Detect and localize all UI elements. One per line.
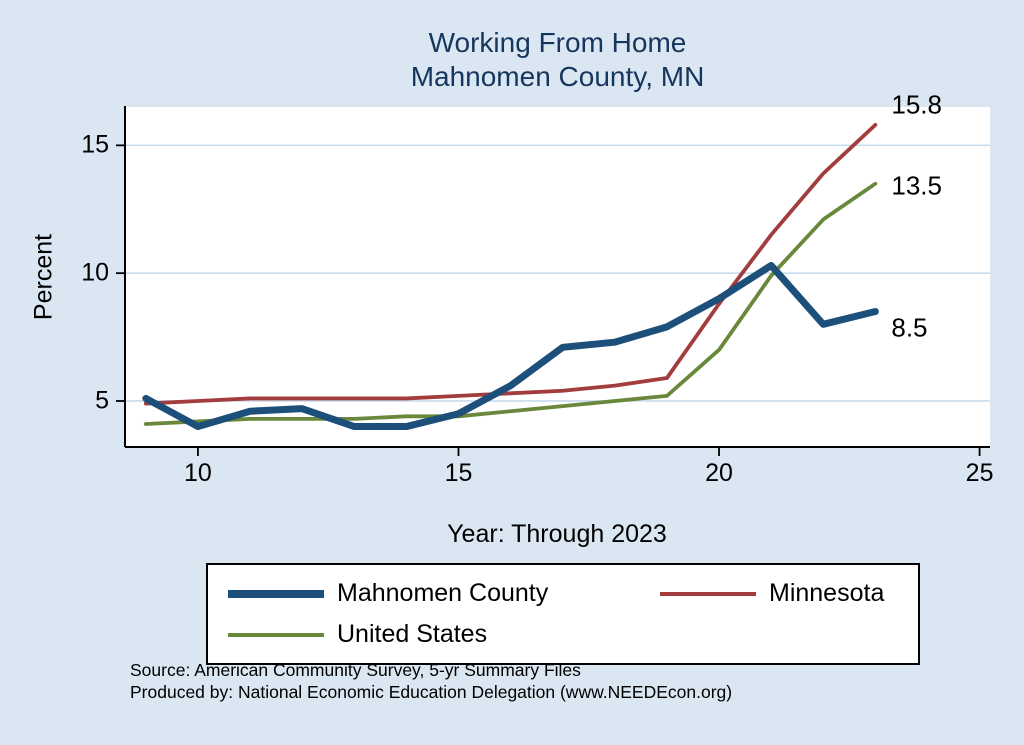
y-tick-label-5: 5 xyxy=(95,386,109,415)
legend-label-minnesota: Minnesota xyxy=(769,579,885,607)
end-label-minnesota: 15.8 xyxy=(891,89,942,120)
chart-title-line2: Mahnomen County, MN xyxy=(410,61,705,93)
legend-label-mahnomen-county: Mahnomen County xyxy=(337,579,549,607)
x-axis-title: Year: Through 2023 xyxy=(447,520,667,548)
y-tick-label-10: 10 xyxy=(81,258,109,287)
x-tick-label-15: 15 xyxy=(444,459,473,487)
x-tick-label-10: 10 xyxy=(184,459,212,487)
legend-label-united-states: United States xyxy=(337,620,488,648)
legend: Mahnomen County Minnesota United States xyxy=(206,563,920,665)
source-note: Source: American Community Survey, 5-yr … xyxy=(130,659,732,703)
source-line1: Source: American Community Survey, 5-yr … xyxy=(130,660,581,680)
y-tick-label-15: 15 xyxy=(81,130,109,159)
source-line2: Produced by: National Economic Education… xyxy=(130,682,733,702)
chart-title-line1: Working From Home xyxy=(428,27,687,58)
legend-swatch-mahnomen-county xyxy=(228,589,324,598)
legend-item-minnesota: Minnesota xyxy=(660,579,898,608)
end-label-united-states: 13.5 xyxy=(891,170,942,201)
legend-swatch-minnesota xyxy=(660,591,756,596)
x-tick-label-25: 25 xyxy=(965,459,994,487)
chart-title: Working From Home Mahnomen County, MN xyxy=(125,26,990,94)
legend-item-mahnomen-county: Mahnomen County xyxy=(228,579,660,608)
end-label-mahnomen-county: 8.5 xyxy=(891,312,928,342)
x-tick-label-20: 20 xyxy=(705,459,733,487)
legend-swatch-united-states xyxy=(228,632,324,637)
y-axis-title: Percent xyxy=(29,233,58,321)
legend-item-united-states: United States xyxy=(228,620,660,649)
